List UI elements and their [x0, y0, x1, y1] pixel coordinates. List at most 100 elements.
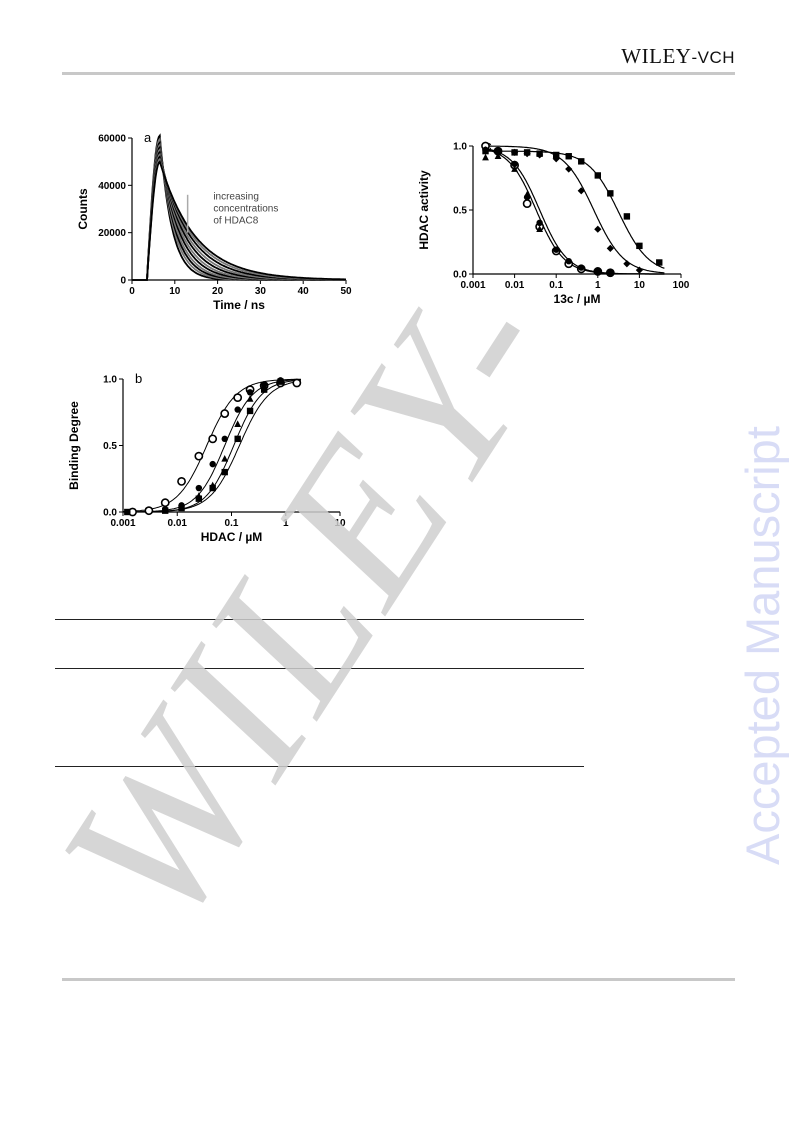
filled-square-point: [482, 147, 489, 155]
y-tick-label: 0.0: [103, 508, 117, 519]
binding-degree-chart: 0.001 0.01 0.1 1 10 0.0 0.5 1.0 HDAC / µM Binding…: [67, 371, 346, 544]
publisher-name: WILEY: [621, 44, 692, 68]
y-tick-label: 40000: [98, 181, 126, 192]
x-tick-label: 0.1: [225, 518, 239, 529]
figure-panel-b: 0.001 0.01 0.1 1 10 0.0 0.5 1.0 HDAC / µM Binding…: [67, 365, 375, 570]
x-tick-label: 1: [595, 280, 601, 291]
filled-triangle-point: [511, 165, 518, 172]
x-tick-label: 1: [283, 518, 289, 529]
filled-square-point: [234, 435, 241, 443]
x-tick-label: 0.1: [549, 280, 563, 291]
y-tick-label: 60000: [98, 134, 126, 145]
filled-circle-point: [607, 269, 614, 276]
filled-triangle-point: [523, 190, 531, 198]
y-tick-label: 1.0: [453, 142, 467, 153]
fit-curve: [123, 379, 301, 513]
fit-curves: [122, 378, 301, 513]
open-circle-point: [194, 451, 204, 461]
table-bottom-rule: [55, 766, 584, 767]
panel-label: b: [135, 371, 142, 386]
filled-square-point: [221, 468, 228, 476]
x-tick-label: 50: [340, 286, 352, 297]
fit-curve: [122, 378, 301, 513]
x-tick-label: 0: [129, 286, 135, 297]
publisher-logo: WILEY-VCH: [621, 44, 735, 69]
open-circle-point: [208, 434, 218, 444]
hdac-activity-chart: 0.001 0.01 0.1 1 10 100 0.0 0.5 1.0 13c / µM HDAC …: [417, 138, 690, 306]
open-circle-point: [522, 199, 532, 208]
accepted-manuscript-watermark: Accepted Manuscript: [736, 426, 789, 865]
y-tick-label: 0: [120, 276, 126, 287]
decay-curves: [132, 133, 346, 281]
publisher-suffix: -VCH: [691, 48, 735, 67]
open-circle-point: [220, 409, 230, 418]
filled-diamond-point: [565, 165, 573, 173]
accepted-manuscript-text: Accepted Manuscript: [736, 426, 789, 865]
filled-diamond-point: [623, 260, 631, 268]
open-circle-point: [292, 378, 302, 388]
x-tick-label: 100: [673, 280, 690, 291]
filled-triangle-point: [482, 153, 489, 161]
x-axis-title: Time / ns: [213, 298, 265, 312]
data-points: [124, 377, 302, 517]
filled-circle-point: [594, 268, 601, 275]
filled-square-point: [536, 150, 543, 157]
y-tick-label: 0.5: [453, 206, 467, 217]
filled-diamond-point: [594, 225, 602, 233]
filled-square-point: [277, 378, 284, 385]
filled-square-point: [656, 259, 663, 266]
filled-square-point: [494, 147, 502, 155]
filled-square-point: [636, 242, 643, 250]
filled-circle-point: [195, 484, 203, 492]
figure-panel-c: 0.001 0.01 0.1 1 10 100 0.0 0.5 1.0 13c / µM HDAC …: [417, 128, 708, 333]
filled-circle-point: [221, 435, 228, 443]
y-tick-label: 0.0: [453, 270, 467, 281]
y-tick-label: 20000: [98, 228, 126, 239]
x-tick-label: 0.01: [505, 280, 525, 291]
filled-circle-point: [553, 246, 560, 253]
x-tick-label: 40: [298, 286, 310, 297]
table-header-rule: [55, 668, 584, 669]
header-rule: [62, 72, 735, 75]
filled-triangle-point: [494, 152, 502, 160]
filled-circle-point: [246, 389, 254, 396]
filled-triangle-point: [536, 225, 544, 232]
open-circle-point: [233, 393, 243, 403]
fit-curve: [122, 380, 301, 513]
y-axis-title: Binding Degree: [67, 401, 81, 490]
axes: 0.001 0.01 0.1 1 10 100 0.0 0.5 1.0 13c / µM HDAC …: [417, 138, 690, 306]
fit-curve: [485, 145, 665, 274]
annotation-text: increasing: [213, 192, 259, 203]
data-points: [481, 141, 663, 278]
filled-square-point: [162, 507, 169, 514]
filled-triangle-point: [246, 395, 254, 402]
filled-triangle-point: [234, 420, 242, 428]
filled-circle-point: [578, 264, 585, 271]
filled-square-point: [578, 158, 585, 165]
filled-square-point: [623, 213, 631, 220]
filled-circle-point: [511, 160, 518, 168]
x-tick-label: 0.001: [460, 280, 485, 291]
x-axis-title: 13c / µM: [554, 292, 601, 306]
filled-square-point: [246, 407, 254, 415]
y-tick-label: 0.5: [103, 441, 117, 452]
filled-square-point: [565, 153, 572, 160]
panel-label: a: [144, 130, 152, 145]
filled-square-point: [195, 495, 203, 502]
annotation-text: concentrations: [213, 204, 278, 215]
filled-triangle-point: [221, 455, 229, 462]
filled-circle-point: [536, 219, 543, 226]
filled-square-point: [523, 149, 531, 156]
y-axis-title: HDAC activity: [417, 170, 431, 250]
x-axis-title: HDAC / µM: [201, 530, 263, 544]
filled-square-point: [178, 504, 185, 512]
open-circle-point: [144, 506, 154, 516]
filled-square-point: [209, 484, 216, 492]
figure-panel-a: 0 10 20 30 40 50 0 20000 40000 60000 Time / ns Coun…: [75, 128, 375, 333]
filled-square-point: [594, 172, 601, 179]
open-circle-point: [160, 498, 170, 508]
x-tick-label: 10: [169, 286, 181, 297]
x-tick-label: 30: [255, 286, 267, 297]
